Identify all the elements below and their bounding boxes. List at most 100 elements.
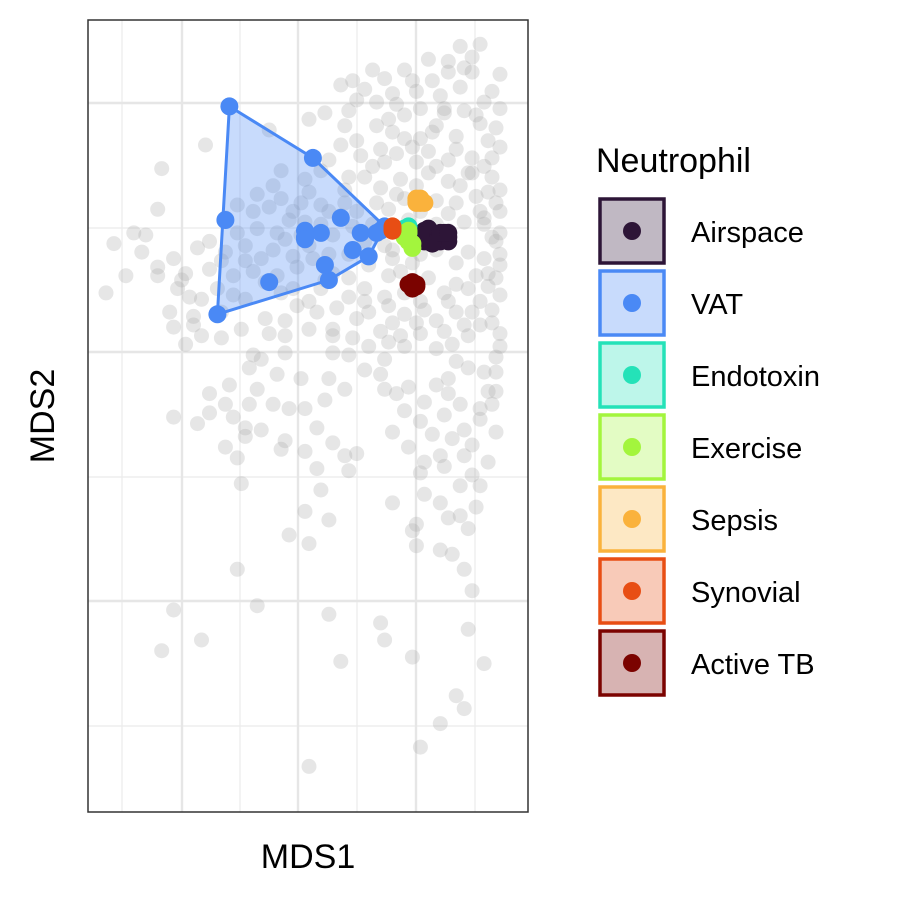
- background-point: [361, 304, 377, 320]
- background-point: [476, 158, 492, 174]
- background-point: [436, 285, 452, 301]
- background-point: [385, 424, 400, 440]
- background-point: [472, 478, 488, 494]
- background-point: [178, 266, 194, 282]
- background-point: [277, 231, 293, 247]
- background-point: [464, 304, 480, 320]
- background-point: [432, 88, 448, 104]
- background-point: [416, 454, 432, 470]
- background-point: [401, 439, 416, 455]
- background-point: [150, 201, 166, 217]
- background-point: [484, 83, 500, 99]
- background-point: [492, 182, 508, 198]
- legend-title: Neutrophil: [596, 142, 751, 180]
- background-point: [393, 171, 408, 187]
- background-point: [404, 523, 420, 539]
- vat-point: [216, 211, 235, 229]
- legend-item-airspace: Airspace: [598, 197, 804, 265]
- background-point: [349, 446, 365, 462]
- legend-item-exercise: Exercise: [598, 413, 802, 481]
- background-point: [397, 306, 412, 322]
- legend-dot-synovial: [623, 582, 641, 600]
- background-point: [393, 263, 408, 279]
- background-point: [476, 364, 492, 380]
- background-point: [313, 482, 329, 498]
- background-point: [408, 83, 424, 99]
- background-point: [377, 351, 393, 367]
- background-point: [277, 345, 293, 361]
- background-point: [480, 184, 496, 200]
- background-point: [345, 330, 361, 346]
- background-point: [432, 448, 448, 464]
- legend-item-sepsis: Sepsis: [598, 485, 778, 553]
- background-point: [198, 137, 213, 153]
- background-point: [277, 313, 293, 329]
- background-point: [428, 313, 444, 329]
- background-point: [249, 221, 265, 237]
- background-point: [233, 476, 249, 492]
- background-point: [349, 133, 365, 149]
- background-point: [428, 341, 444, 357]
- background-point: [301, 293, 317, 309]
- background-point: [138, 227, 154, 243]
- background-point: [293, 195, 309, 211]
- background-point: [213, 330, 229, 346]
- background-point: [381, 201, 397, 217]
- background-point: [484, 315, 500, 331]
- background-point: [492, 246, 508, 262]
- background-point: [377, 632, 393, 648]
- background-point: [440, 206, 456, 222]
- background-point: [432, 495, 448, 511]
- background-point: [492, 287, 508, 303]
- background-point: [412, 413, 428, 429]
- background-point: [381, 334, 397, 350]
- background-point: [154, 161, 170, 177]
- background-point: [162, 304, 178, 320]
- background-point: [404, 255, 420, 271]
- background-point: [309, 461, 325, 477]
- background-point: [472, 36, 488, 52]
- background-point: [492, 326, 508, 342]
- background-point: [265, 396, 281, 412]
- background-point: [452, 79, 468, 95]
- legend-label-endotoxin: Endotoxin: [691, 361, 820, 393]
- series-points: [208, 97, 458, 324]
- background-point: [341, 270, 357, 286]
- background-point: [424, 426, 440, 442]
- background-point: [154, 643, 170, 659]
- background-point: [349, 203, 365, 219]
- background-point: [373, 141, 389, 157]
- legend-dot-active-tb: [623, 654, 641, 672]
- background-point: [357, 169, 373, 185]
- background-point: [349, 311, 365, 327]
- background-point: [245, 263, 261, 279]
- background-point: [265, 178, 281, 194]
- background-point: [357, 293, 373, 309]
- background-point: [269, 225, 285, 241]
- background-point: [408, 538, 424, 554]
- background-point: [460, 328, 476, 344]
- background-point: [381, 268, 397, 284]
- background-point: [484, 150, 500, 166]
- sepsis-point: [411, 193, 430, 212]
- background-point: [436, 101, 452, 117]
- background-point: [444, 546, 460, 562]
- background-point: [488, 233, 504, 249]
- active-tb-point: [407, 275, 426, 294]
- background-point: [428, 158, 444, 174]
- legend-dot-exercise: [623, 438, 641, 456]
- background-point: [289, 259, 305, 275]
- background-point: [361, 338, 377, 354]
- background-point: [373, 323, 389, 339]
- background-point: [492, 338, 508, 354]
- background-point: [273, 441, 289, 457]
- vat-point: [331, 208, 350, 227]
- background-point: [217, 439, 233, 455]
- background-point: [237, 253, 253, 269]
- background-point: [397, 62, 412, 78]
- background-point: [229, 561, 245, 577]
- background-point: [321, 606, 337, 622]
- background-point: [194, 632, 209, 648]
- background-point: [385, 315, 400, 331]
- background-point: [488, 364, 504, 380]
